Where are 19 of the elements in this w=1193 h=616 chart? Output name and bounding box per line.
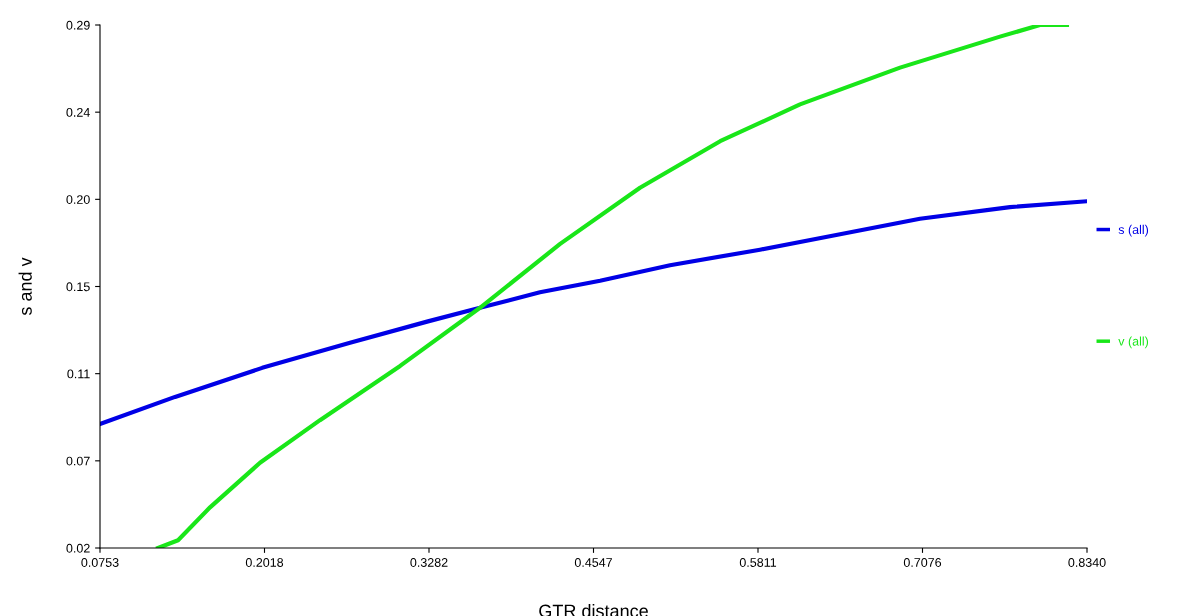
y-tick-label: 0.24 bbox=[66, 107, 90, 117]
line-series bbox=[155, 25, 1070, 548]
y-tick-label: 0.20 bbox=[66, 195, 90, 204]
x-tick-label: 0.4547 bbox=[574, 558, 612, 567]
y-axis-title: s and v bbox=[18, 257, 32, 316]
y-tick-label: 0.11 bbox=[67, 369, 90, 379]
legend-label: s (all) bbox=[1118, 224, 1149, 237]
legend-label: v (all) bbox=[1118, 336, 1149, 349]
x-tick-label: 0.5811 bbox=[739, 558, 777, 567]
x-tick-label: 0.2018 bbox=[245, 558, 284, 567]
x-tick-label: 0.8340 bbox=[1068, 558, 1106, 567]
x-tick-label: 0.3282 bbox=[410, 558, 448, 567]
y-tick-label: 0.07 bbox=[66, 456, 90, 466]
x-tick-label: 0.0753 bbox=[81, 558, 119, 567]
y-tick-label: 0.15 bbox=[66, 282, 90, 292]
y-tick-label: 0.29 bbox=[66, 20, 90, 30]
x-tick-label: 0.7076 bbox=[903, 558, 942, 567]
y-tick-label: 0.02 bbox=[66, 543, 90, 553]
line-series bbox=[100, 199, 1087, 427]
